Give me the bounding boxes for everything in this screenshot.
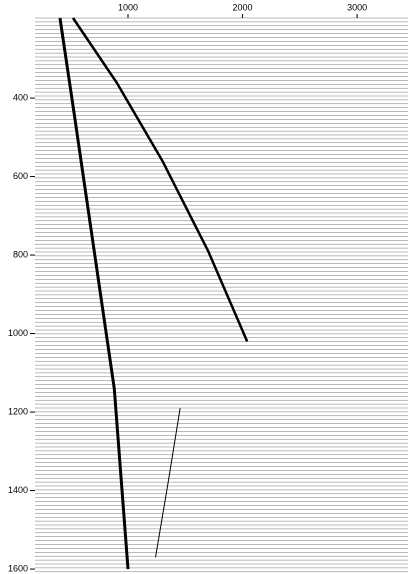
y-tick-label: 1000 bbox=[8, 328, 28, 338]
event-2 bbox=[156, 408, 181, 557]
y-tick-label: 800 bbox=[13, 249, 28, 259]
y-tick-label: 1400 bbox=[8, 485, 28, 495]
chart: 1000 2000 3000 400 600 800 1000 1200 1400 1600 bbox=[0, 0, 409, 574]
x-tick-label: 1000 bbox=[118, 2, 138, 12]
page: {"chart_data": {"type": "wiggle", "xlim"… bbox=[0, 0, 409, 574]
x-tick-label: 3000 bbox=[347, 2, 367, 12]
y-tick-label: 1200 bbox=[8, 406, 28, 416]
event-0 bbox=[60, 18, 128, 569]
y-tick-label: 400 bbox=[13, 92, 28, 102]
y-tick-label: 1600 bbox=[8, 563, 28, 573]
x-tick-label: 2000 bbox=[233, 2, 253, 12]
y-tick-label: 600 bbox=[13, 171, 28, 181]
